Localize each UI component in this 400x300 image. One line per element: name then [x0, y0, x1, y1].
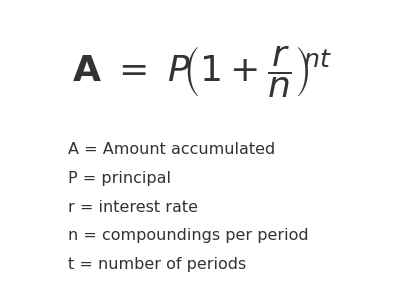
Text: n = compoundings per period: n = compoundings per period — [68, 228, 309, 243]
Text: A = Amount accumulated: A = Amount accumulated — [68, 142, 275, 158]
Text: $\mathbf{A}\ =\ \mathit{P}\!\left(1+\dfrac{r}{n}\right)^{\!\!nt}$: $\mathbf{A}\ =\ \mathit{P}\!\left(1+\dfr… — [72, 44, 332, 100]
Text: r = interest rate: r = interest rate — [68, 200, 198, 214]
Text: t = number of periods: t = number of periods — [68, 256, 246, 272]
Text: P = principal: P = principal — [68, 171, 171, 186]
